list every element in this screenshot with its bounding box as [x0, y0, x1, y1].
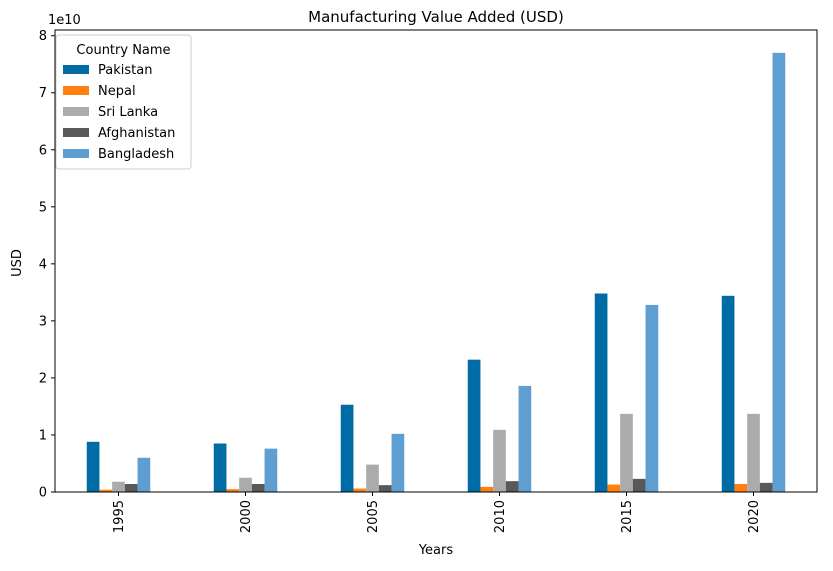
bar-sri-lanka-1995 — [112, 481, 125, 492]
x-tick-label: 2000 — [239, 500, 254, 533]
bar-nepal-2000 — [226, 489, 240, 492]
bar-afghanistan-2015 — [632, 478, 646, 492]
bar-sri-lanka-2010 — [493, 429, 506, 492]
x-tick-label: 2010 — [493, 500, 508, 533]
bar-afghanistan-2020 — [759, 482, 773, 492]
y-tick-label: 1 — [39, 428, 47, 443]
bar-nepal-2010 — [480, 486, 494, 492]
bars-group — [86, 52, 786, 493]
y-tick-label: 4 — [39, 257, 47, 272]
plot-frame — [54, 29, 818, 493]
bar-afghanistan-2010 — [505, 481, 519, 492]
bar-nepal-2005 — [353, 488, 367, 492]
bar-bangladesh-2005 — [391, 433, 405, 492]
y-axis-label: USD — [10, 249, 25, 277]
bar-afghanistan-2000 — [251, 484, 265, 492]
legend-label-bangladesh: Bangladesh — [98, 147, 174, 162]
legend-title: Country Name — [76, 43, 170, 58]
bar-nepal-2015 — [607, 484, 621, 492]
bar-pakistan-2000 — [213, 443, 227, 492]
x-tick-label: 1995 — [112, 500, 127, 533]
y-tick-label: 7 — [39, 86, 47, 101]
y-scale-multiplier: 1e10 — [48, 13, 81, 28]
legend-swatch-sri-lanka — [63, 107, 89, 116]
y-tick-label: 3 — [39, 314, 47, 329]
x-tick-label: 2015 — [620, 500, 635, 533]
legend-label-nepal: Nepal — [98, 84, 136, 99]
y-tick-label: 6 — [39, 143, 47, 158]
y-tick-label: 0 — [39, 486, 47, 501]
bar-bangladesh-1995 — [137, 457, 151, 492]
y-tick-label: 2 — [39, 371, 47, 386]
bar-nepal-2020 — [734, 484, 748, 492]
x-tick-label: 2005 — [366, 500, 381, 533]
axes-group: 0 1 2 3 4 5 6 7 8 1995 2000 2005 2010 2015 2020 — [39, 29, 818, 533]
y-tick-label: 8 — [39, 29, 47, 44]
legend-swatch-pakistan — [63, 65, 89, 74]
chart-title: Manufacturing Value Added (USD) — [308, 8, 564, 26]
legend-swatch-nepal — [63, 86, 89, 95]
legend-label-sri-lanka: Sri Lanka — [98, 105, 158, 120]
legend: Country Name Pakistan Nepal Sri Lanka Afghan… — [55, 34, 192, 170]
legend-box — [55, 34, 192, 170]
y-tick-label: 5 — [39, 200, 47, 215]
bar-afghanistan-1995 — [124, 484, 138, 492]
bar-sri-lanka-2000 — [239, 477, 252, 492]
legend-swatch-afghanistan — [63, 128, 89, 137]
bar-nepal-1995 — [99, 489, 113, 492]
bar-pakistan-2005 — [340, 404, 354, 492]
bar-sri-lanka-2015 — [620, 413, 633, 492]
bar-bangladesh-2020 — [772, 52, 786, 493]
legend-label-afghanistan: Afghanistan — [98, 126, 175, 141]
x-tick-label: 2020 — [747, 500, 762, 533]
bar-bangladesh-2015 — [645, 304, 659, 492]
bar-pakistan-2015 — [594, 293, 608, 492]
legend-label-pakistan: Pakistan — [98, 63, 152, 78]
bar-pakistan-2010 — [467, 359, 481, 492]
x-axis-label: Years — [418, 543, 454, 558]
bar-pakistan-1995 — [86, 441, 100, 492]
legend-swatch-bangladesh — [63, 149, 89, 158]
bar-sri-lanka-2020 — [747, 413, 760, 492]
bar-bangladesh-2010 — [518, 385, 532, 492]
bar-bangladesh-2000 — [264, 448, 278, 492]
bar-pakistan-2020 — [721, 295, 735, 492]
bar-afghanistan-2005 — [378, 485, 392, 492]
bar-sri-lanka-2005 — [366, 464, 379, 492]
